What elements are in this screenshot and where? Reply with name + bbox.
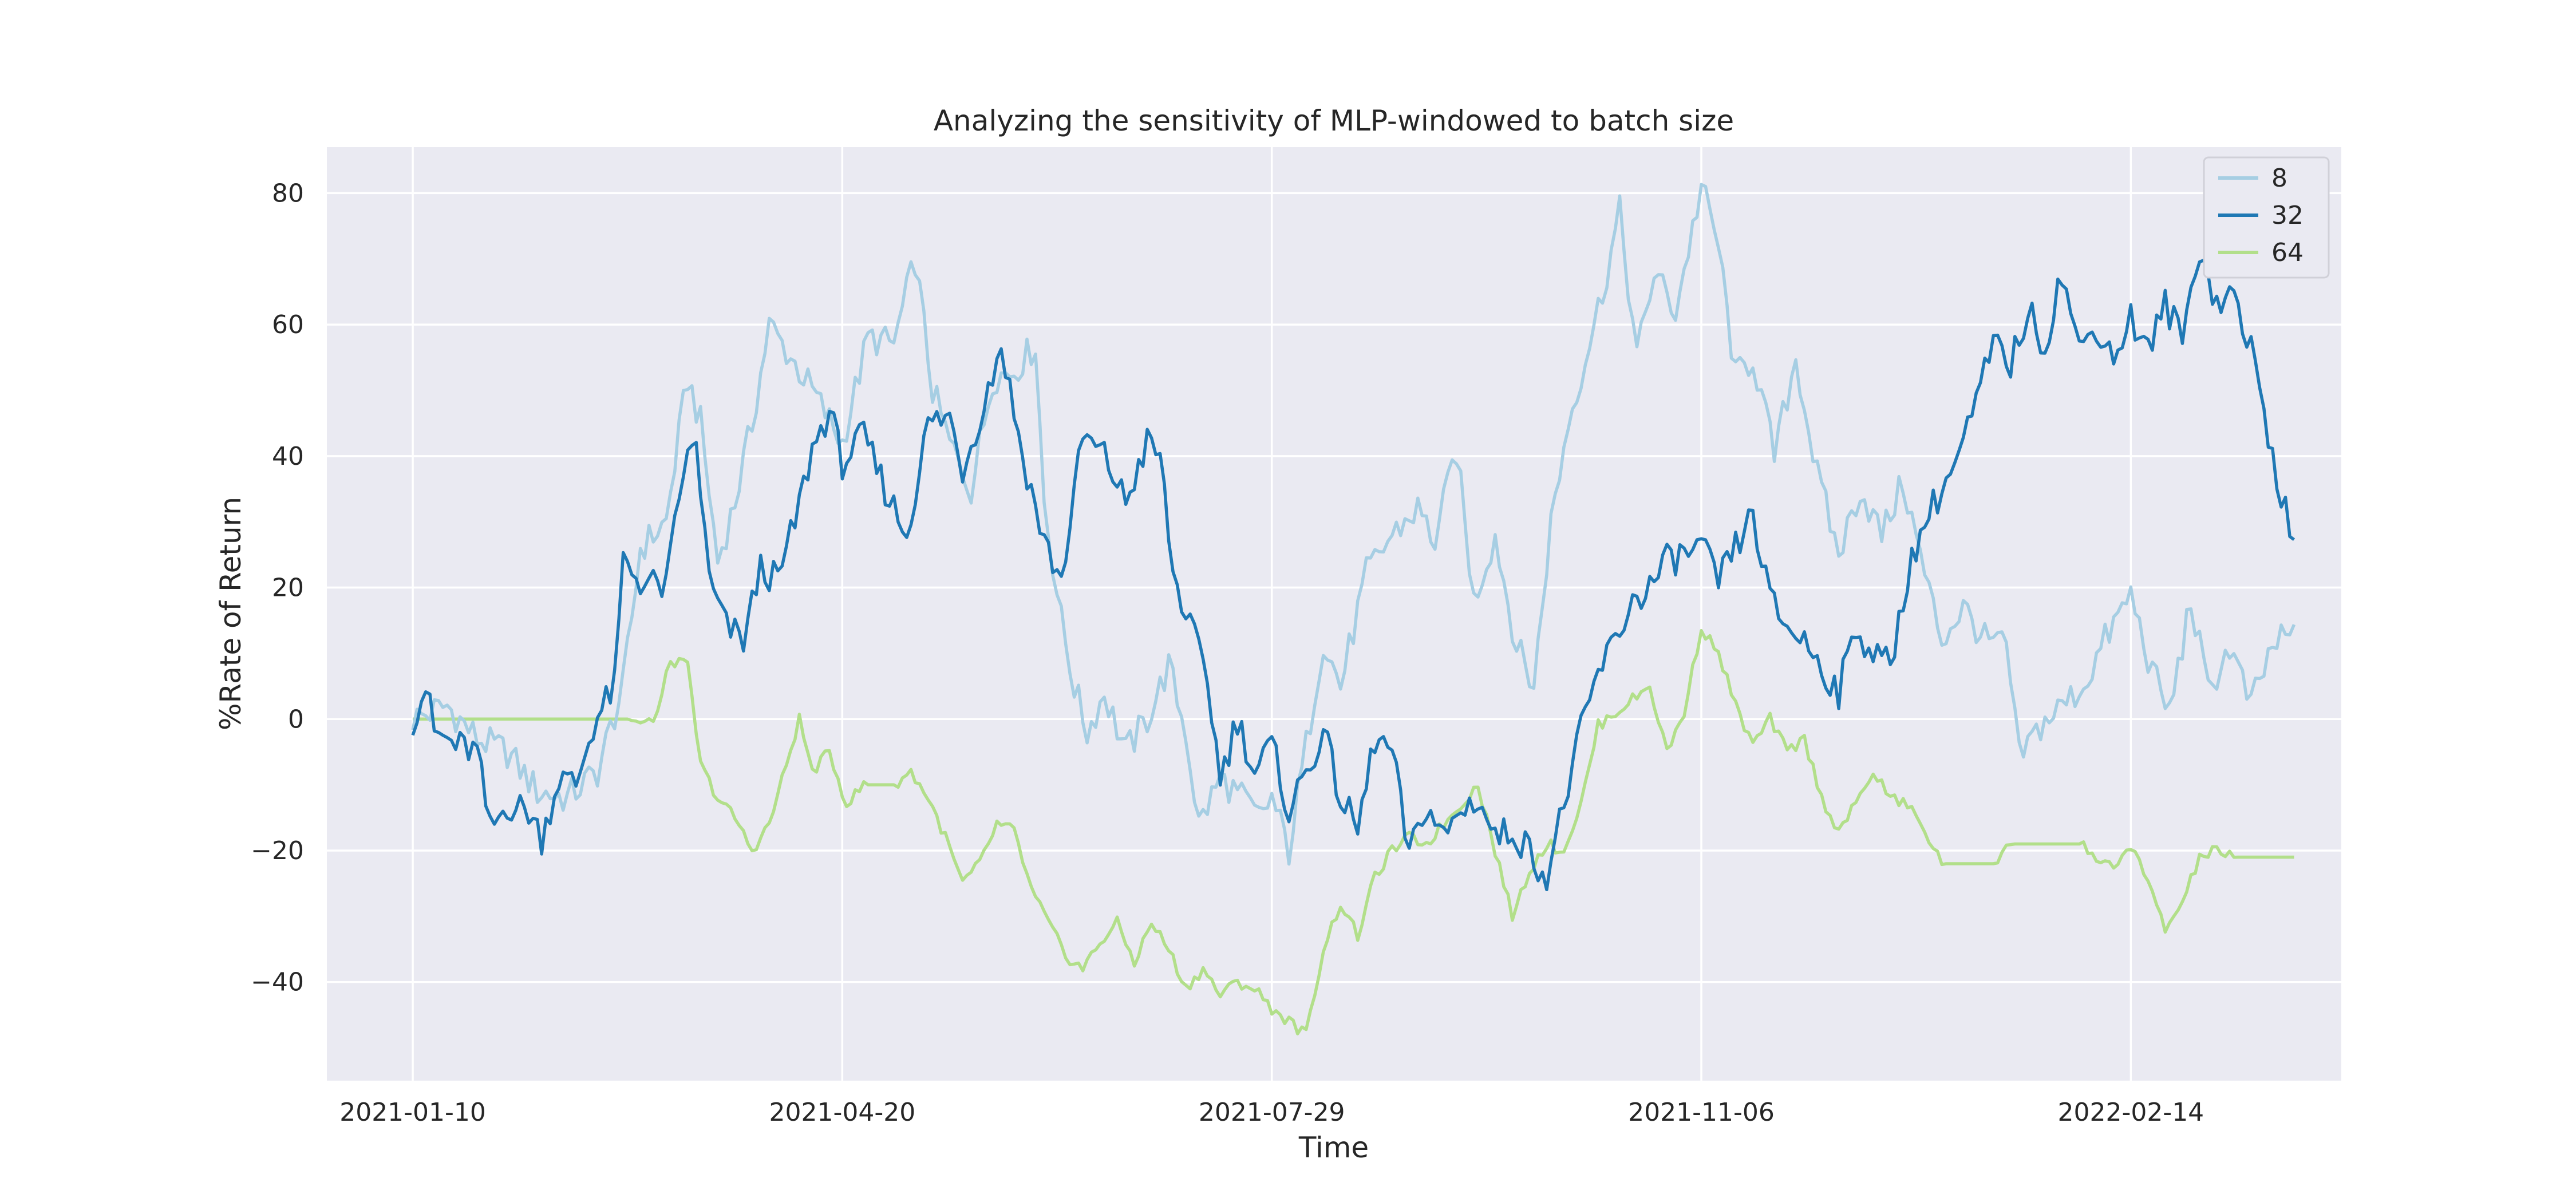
grid-lines [327, 147, 2341, 1081]
y-axis-label: %Rate of Return [214, 497, 247, 730]
legend: 8 32 64 [2203, 156, 2330, 279]
series-lines [411, 183, 2296, 1035]
y-axis-ticks: −40 −20 0 20 40 60 80 [251, 179, 304, 997]
y-tick-label: 80 [272, 179, 304, 208]
plot-area [327, 147, 2341, 1081]
y-tick-label: 20 [272, 574, 304, 603]
series-line-64 [413, 628, 2294, 1035]
x-tick-label: 2022-02-14 [2057, 1098, 2204, 1127]
x-axis-label: Time [1298, 1131, 1369, 1164]
legend-frame [2203, 156, 2330, 279]
y-tick-label: 0 [288, 705, 304, 734]
y-tick-label: 60 [272, 310, 304, 339]
legend-label-32: 32 [2271, 201, 2304, 230]
y-tick-label: −40 [251, 968, 304, 997]
x-tick-label: 2021-07-29 [1199, 1098, 1345, 1127]
x-tick-label: 2021-04-20 [769, 1098, 916, 1127]
x-axis-ticks: 2021-01-10 2021-04-20 2021-07-29 2021-11-06… [339, 1098, 2204, 1127]
x-tick-label: 2021-11-06 [1628, 1098, 1775, 1127]
y-tick-label: 40 [272, 442, 304, 471]
x-tick-label: 2021-01-10 [339, 1098, 486, 1127]
legend-label-8: 8 [2271, 164, 2287, 193]
series-line-8 [411, 183, 2296, 866]
series-line-32 [411, 258, 2296, 892]
legend-label-64: 64 [2271, 238, 2304, 267]
y-tick-label: −20 [251, 836, 304, 865]
chart-title: Analyzing the sensitivity of MLP-windowe… [934, 104, 1734, 137]
